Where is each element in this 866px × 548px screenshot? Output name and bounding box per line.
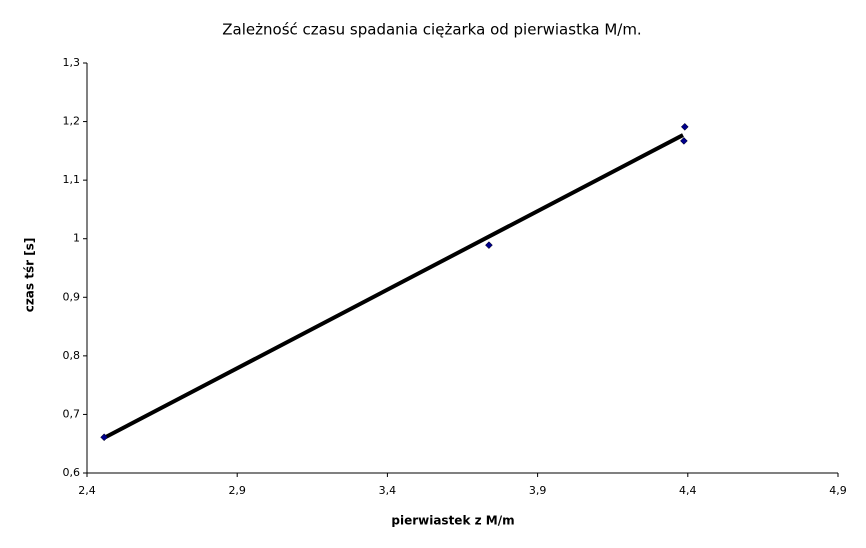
x-tick-label: 2,9: [228, 484, 246, 497]
chart-title: Zależność czasu spadania ciężarka od pie…: [222, 21, 641, 39]
x-axis-title: pierwiastek z M/m: [391, 514, 514, 528]
y-tick-label: 1,3: [63, 56, 81, 69]
data-point: [485, 241, 493, 250]
y-tick-label: 0,7: [63, 407, 81, 420]
y-tick-label: 0,9: [63, 290, 81, 303]
x-tick-label: 2,4: [78, 484, 96, 497]
data-point: [680, 122, 689, 131]
y-axis-title: czas tśr [s]: [23, 238, 37, 313]
y-tick-label: 0,6: [63, 466, 81, 479]
x-tick-label: 3,4: [379, 484, 397, 497]
y-tick-label: 0,8: [63, 349, 81, 362]
data-point: [100, 433, 108, 442]
y-tick-label: 1,2: [63, 115, 81, 128]
x-tick-label: 3,9: [529, 484, 547, 497]
y-tick-label: 1,1: [63, 173, 81, 186]
y-tick-label: 1: [73, 232, 80, 245]
data-point: [680, 137, 688, 145]
x-tick-label: 4,9: [829, 484, 847, 497]
trend-line: [103, 133, 684, 440]
x-tick-label: 4,4: [679, 484, 697, 497]
